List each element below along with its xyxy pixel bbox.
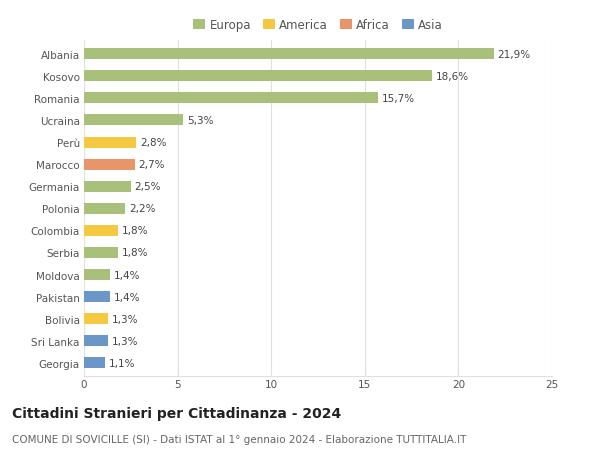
Text: 21,9%: 21,9% <box>498 50 531 60</box>
Text: 2,8%: 2,8% <box>140 138 167 148</box>
Bar <box>84 336 109 347</box>
Bar <box>84 115 183 126</box>
Text: 2,5%: 2,5% <box>134 182 161 192</box>
Text: 1,1%: 1,1% <box>109 358 135 368</box>
Bar <box>84 358 104 369</box>
Bar <box>84 313 109 325</box>
Bar <box>84 225 118 236</box>
Bar <box>84 49 494 60</box>
Text: 1,8%: 1,8% <box>121 226 148 236</box>
Bar <box>84 137 136 148</box>
Bar <box>84 203 125 214</box>
Legend: Europa, America, Africa, Asia: Europa, America, Africa, Asia <box>193 19 443 32</box>
Text: 2,7%: 2,7% <box>138 160 165 170</box>
Text: 15,7%: 15,7% <box>382 94 415 104</box>
Text: 1,3%: 1,3% <box>112 336 139 346</box>
Bar <box>84 71 432 82</box>
Bar <box>84 159 134 170</box>
Text: 1,3%: 1,3% <box>112 314 139 324</box>
Bar <box>84 291 110 302</box>
Text: 5,3%: 5,3% <box>187 116 214 126</box>
Bar <box>84 93 378 104</box>
Text: 1,8%: 1,8% <box>121 248 148 258</box>
Text: 18,6%: 18,6% <box>436 72 469 82</box>
Bar <box>84 269 110 280</box>
Bar <box>84 247 118 258</box>
Bar <box>84 181 131 192</box>
Text: 1,4%: 1,4% <box>114 270 140 280</box>
Text: 1,4%: 1,4% <box>114 292 140 302</box>
Text: 2,2%: 2,2% <box>129 204 155 214</box>
Text: Cittadini Stranieri per Cittadinanza - 2024: Cittadini Stranieri per Cittadinanza - 2… <box>12 406 341 420</box>
Text: COMUNE DI SOVICILLE (SI) - Dati ISTAT al 1° gennaio 2024 - Elaborazione TUTTITAL: COMUNE DI SOVICILLE (SI) - Dati ISTAT al… <box>12 434 466 444</box>
